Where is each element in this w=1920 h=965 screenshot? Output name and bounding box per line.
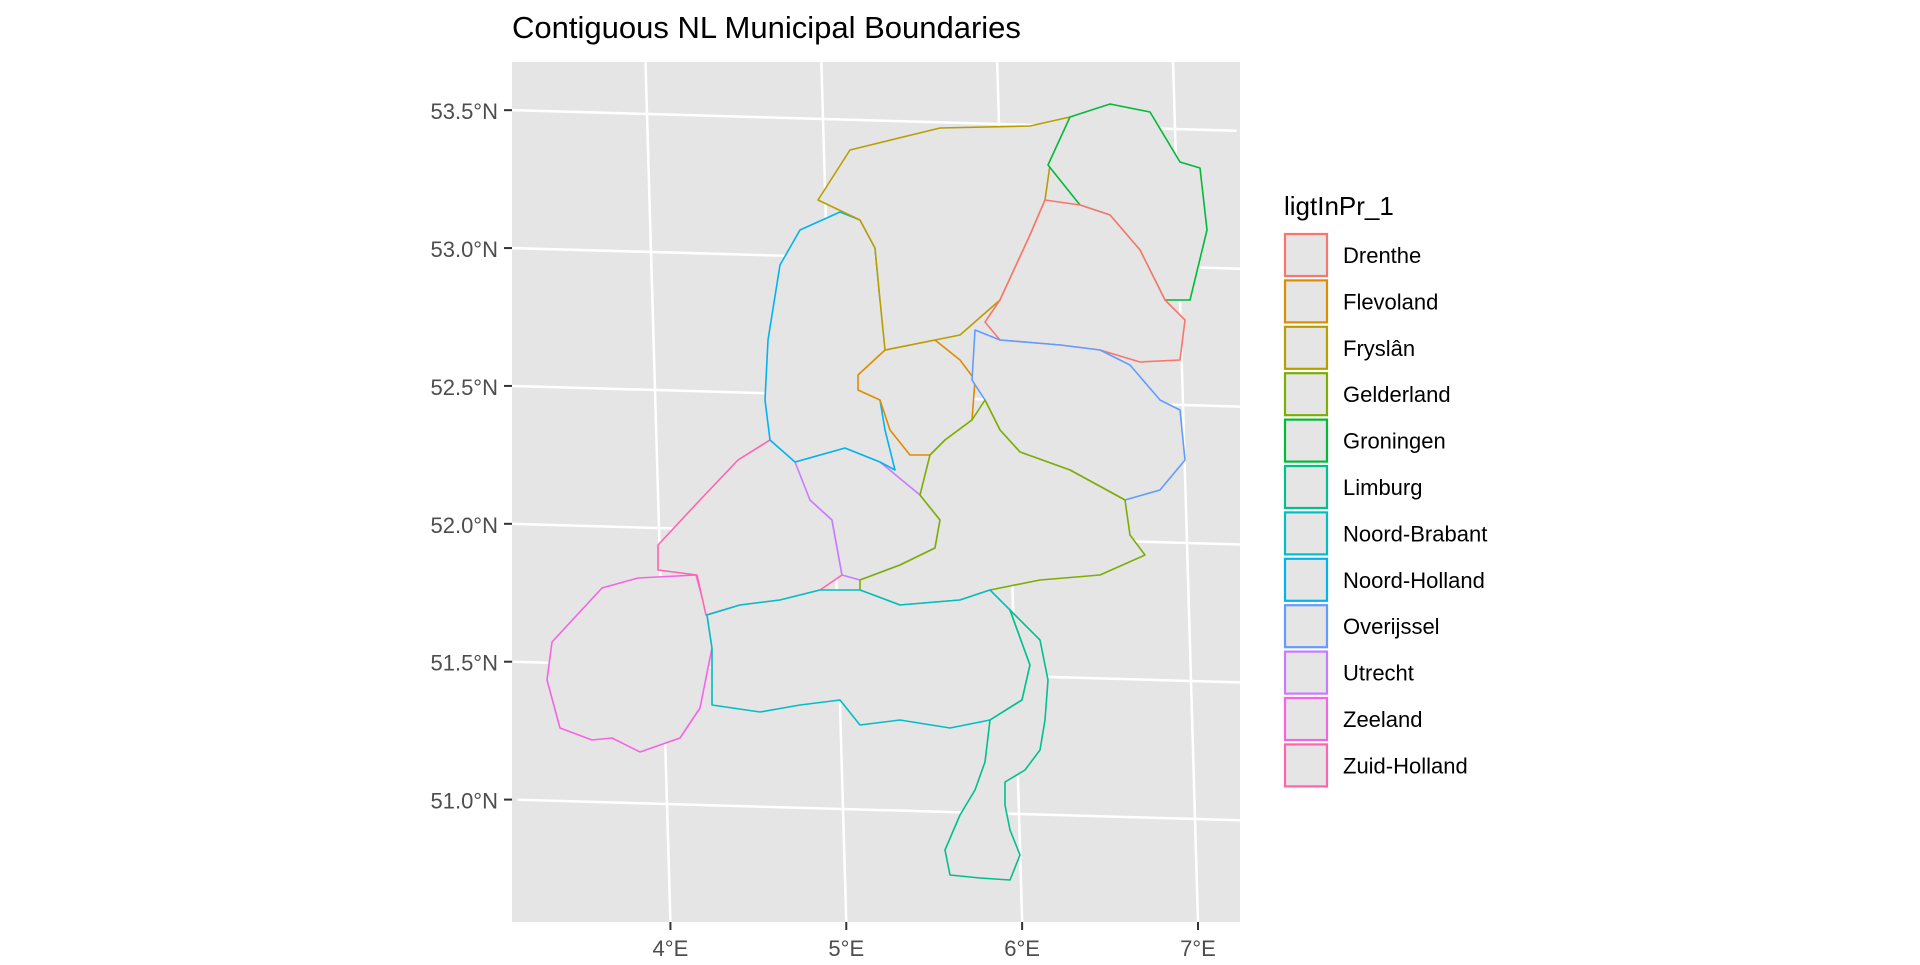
y-tick-label: 52.5°N	[430, 375, 498, 400]
region-gelderland	[859, 399, 1146, 606]
y-tick-label: 52.0°N	[430, 513, 498, 538]
legend-items: Drenthe Flevoland Fryslân Gelderland Groning…	[1283, 232, 1487, 788]
y-tick-label: 53.5°N	[430, 99, 498, 124]
legend-key	[1283, 604, 1329, 649]
legend-label: Flevoland	[1343, 289, 1438, 314]
legend-key	[1283, 464, 1329, 510]
legend-key	[1283, 650, 1329, 695]
y-axis: 53.5°N 53.0°N 52.5°N 52.0°N 51.5°N 51.0°N	[430, 99, 512, 814]
x-tick-label: 6°E	[1004, 936, 1040, 960]
legend-label: Zeeland	[1343, 707, 1423, 732]
region-drenthe	[984, 199, 1186, 363]
plot-title: Contiguous NL Municipal Boundaries	[512, 10, 1021, 45]
legend-label: Gelderland	[1343, 382, 1451, 407]
region-noord-brabant	[706, 589, 1031, 729]
legend-label: Noord-Brabant	[1343, 521, 1487, 546]
province-regions	[546, 103, 1208, 881]
legend-key	[1283, 696, 1329, 742]
legend-label: Groningen	[1343, 429, 1446, 454]
legend-key	[1283, 511, 1329, 556]
legend-key	[1283, 418, 1329, 463]
legend-label: Drenthe	[1343, 243, 1421, 268]
y-tick-label: 51.0°N	[430, 789, 498, 814]
legend-key	[1283, 325, 1329, 370]
legend-label: Utrecht	[1343, 661, 1414, 686]
region-limburg	[944, 609, 1049, 881]
y-tick-label: 51.5°N	[430, 651, 498, 676]
legend-key	[1283, 279, 1329, 324]
legend: ligtInPr_1 Drenthe Flevoland Fryslân Gelder…	[1283, 191, 1487, 788]
legend-key	[1283, 557, 1329, 602]
legend-key	[1283, 743, 1329, 788]
legend-label: Noord-Holland	[1343, 568, 1485, 593]
x-tick-label: 4°E	[653, 936, 689, 960]
x-tick-label: 5°E	[828, 936, 864, 960]
x-axis: 4°E 5°E 6°E 7°E	[653, 922, 1216, 961]
legend-label: Zuid-Holland	[1343, 753, 1468, 778]
legend-key	[1283, 232, 1329, 278]
legend-label: Fryslân	[1343, 336, 1415, 361]
legend-title: ligtInPr_1	[1284, 191, 1394, 221]
region-zeeland	[546, 574, 713, 753]
legend-label: Limburg	[1343, 475, 1422, 500]
legend-label: Overijssel	[1343, 614, 1440, 639]
lon-gridline	[643, 44, 672, 929]
lat-gridline	[517, 798, 1257, 822]
y-tick-label: 53.0°N	[430, 237, 498, 262]
legend-key	[1283, 372, 1329, 417]
x-tick-label: 7°E	[1180, 936, 1216, 960]
